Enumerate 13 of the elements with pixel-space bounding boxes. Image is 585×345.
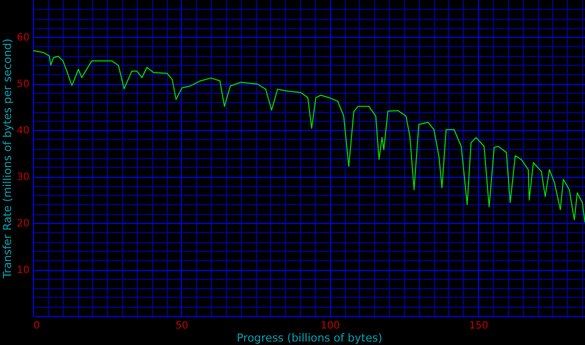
x-tick-label: 100 <box>320 320 340 332</box>
y-tick-label: 10 <box>16 265 30 276</box>
y-tick-label: 60 <box>16 32 30 44</box>
y-tick-label: 30 <box>16 172 30 184</box>
x-tick-label: 50 <box>176 320 188 332</box>
x-axis-title: Progress (billions of bytes) <box>236 332 382 344</box>
y-tick-label: 40 <box>16 126 30 137</box>
y-axis-title: Transfer Rate (millions of bytes per second) <box>0 38 14 280</box>
y-tick-label: 20 <box>16 218 30 230</box>
x-tick-label: 0 <box>34 320 40 332</box>
x-tick-label: 150 <box>469 320 488 332</box>
y-tick-label: 50 <box>16 79 30 90</box>
line-series <box>33 50 585 224</box>
